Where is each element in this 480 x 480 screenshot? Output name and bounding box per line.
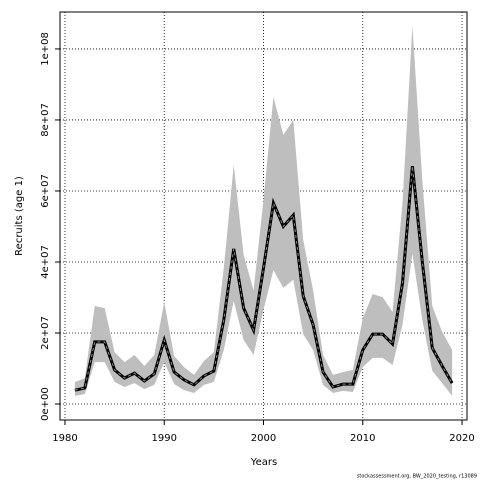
y-axis-label: Recruits (age 1) bbox=[14, 176, 25, 256]
x-axis-label: Years bbox=[250, 457, 277, 468]
y-tick-label: 0e+00 bbox=[40, 387, 51, 421]
y-tick-label: 2e+07 bbox=[40, 316, 51, 350]
y-tick-label: 6e+07 bbox=[40, 174, 51, 208]
x-tick-label: 1980 bbox=[52, 433, 77, 444]
confidence-band bbox=[74, 25, 453, 396]
x-tick-label: 1990 bbox=[152, 433, 177, 444]
y-tick-label: 1e+08 bbox=[40, 32, 51, 66]
x-tick-label: 2010 bbox=[350, 433, 375, 444]
estimate-line bbox=[74, 165, 454, 392]
plot-frame bbox=[59, 11, 468, 421]
x-tick-label: 2000 bbox=[251, 433, 276, 444]
y-tick-label: 4e+07 bbox=[40, 245, 51, 279]
y-tick-label: 8e+07 bbox=[40, 103, 51, 137]
footnote: stockassessment.org, BW_2020_testing, r1… bbox=[357, 474, 477, 480]
x-tick-label: 2020 bbox=[449, 433, 474, 444]
